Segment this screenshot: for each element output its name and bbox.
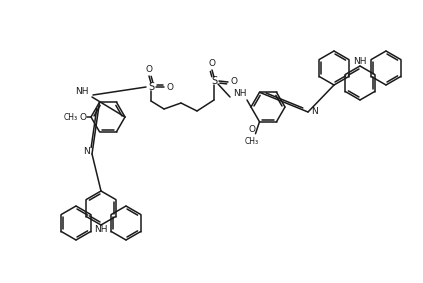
Text: O: O <box>209 59 215 68</box>
Text: O: O <box>248 125 255 134</box>
Text: NH: NH <box>353 57 367 65</box>
Text: O: O <box>146 65 153 74</box>
Text: S: S <box>148 82 154 92</box>
Text: NH: NH <box>233 89 247 98</box>
Text: CH₃: CH₃ <box>64 113 78 123</box>
Text: S: S <box>211 76 217 86</box>
Text: N: N <box>82 147 89 155</box>
Text: NH: NH <box>75 87 89 97</box>
Text: NH: NH <box>94 226 108 235</box>
Text: O: O <box>231 78 237 87</box>
Text: N: N <box>310 106 317 115</box>
Text: O: O <box>167 83 173 91</box>
Text: O: O <box>80 113 86 123</box>
Text: CH₃: CH₃ <box>244 137 258 146</box>
